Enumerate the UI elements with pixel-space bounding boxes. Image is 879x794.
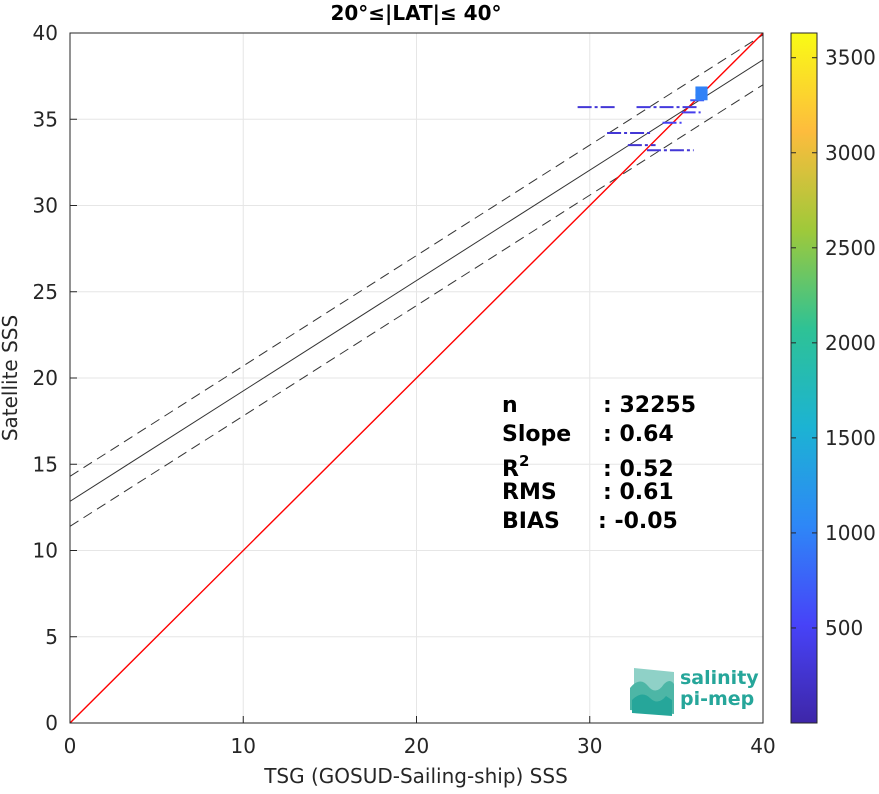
- y-tick-label: 35: [33, 107, 58, 131]
- stat-value: : 0.52: [603, 457, 674, 482]
- stat-label: RMS: [502, 480, 557, 505]
- density-cluster: [695, 86, 708, 101]
- x-axis-ticks: 0 10 20 30 40: [64, 716, 776, 758]
- colorbar-tick-label: 1000: [825, 521, 876, 545]
- salinity-pi-mep-logo: salinity pi-mep: [630, 667, 759, 716]
- y-tick-label: 40: [33, 21, 58, 45]
- stat-value: : -0.05: [598, 509, 678, 534]
- x-tick-label: 0: [64, 734, 77, 758]
- colorbar-tick-label: 1500: [825, 426, 876, 450]
- stat-label: Slope: [502, 422, 571, 447]
- fit-lower-bound-line: [70, 84, 763, 527]
- x-tick-label: 40: [750, 734, 775, 758]
- chart-title: 20°≤|LAT|≤ 40°: [330, 1, 501, 25]
- stat-label-superscript: 2: [519, 452, 529, 470]
- colorbar-tick-label: 3500: [825, 46, 876, 70]
- y-tick-label: 0: [45, 711, 58, 735]
- y-tick-label: 5: [45, 625, 58, 649]
- colorbar-tick-label: 500: [825, 616, 863, 640]
- colorbar-tick-label: 2500: [825, 236, 876, 260]
- fit-upper-bound-line: [70, 34, 763, 477]
- colorbar-ticks: 500 1000 1500 2000 2500 3000 3500: [791, 46, 876, 640]
- y-tick-label: 20: [33, 366, 58, 390]
- stat-value: : 32255: [603, 393, 696, 418]
- x-tick-label: 20: [404, 734, 429, 758]
- y-axis-ticks: 0 5 10 15 20 25 30 35 40: [33, 21, 77, 735]
- y-tick-label: 10: [33, 539, 58, 563]
- x-tick-label: 10: [231, 734, 256, 758]
- x-tick-label: 30: [577, 734, 602, 758]
- y-axis-label: Satellite SSS: [0, 315, 22, 441]
- x-axis-label: TSG (GOSUD-Sailing-ship) SSS: [263, 764, 568, 788]
- stat-value: : 0.64: [603, 422, 674, 447]
- stat-label: n: [502, 393, 518, 418]
- colorbar-tick-label: 3000: [825, 141, 876, 165]
- logo-line1: salinity: [680, 667, 759, 689]
- colorbar-tick-label: 2000: [825, 331, 876, 355]
- stat-label: BIAS: [502, 509, 560, 534]
- logo-line2: pi-mep: [680, 688, 754, 710]
- y-tick-label: 25: [33, 280, 58, 304]
- y-tick-label: 30: [33, 194, 58, 218]
- colorbar: [790, 32, 818, 724]
- density-marks: [577, 86, 708, 152]
- stat-value: : 0.61: [603, 480, 674, 505]
- y-tick-label: 15: [33, 452, 58, 476]
- one-to-one-line: [70, 33, 763, 723]
- wave-icon: [630, 668, 674, 716]
